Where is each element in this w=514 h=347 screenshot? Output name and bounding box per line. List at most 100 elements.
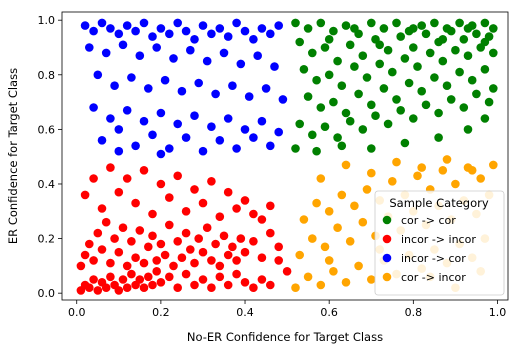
scatter-point xyxy=(383,45,393,55)
scatter-point xyxy=(362,73,372,82)
scatter-point xyxy=(215,24,225,33)
scatter-point xyxy=(463,125,473,134)
scatter-point xyxy=(169,54,178,63)
scatter-point xyxy=(194,78,203,88)
scatter-point xyxy=(186,45,195,55)
scatter-point xyxy=(274,242,284,252)
scatter-point xyxy=(270,62,279,71)
scatter-point xyxy=(291,144,300,153)
scatter-point xyxy=(232,144,241,153)
scatter-point xyxy=(367,168,376,178)
scatter-point xyxy=(274,127,284,137)
scatter-point xyxy=(320,43,330,52)
scatter-point xyxy=(186,245,195,254)
scatter-point xyxy=(282,267,292,276)
legend-label: cor -> incor xyxy=(401,271,466,284)
scatter-point xyxy=(139,258,149,268)
scatter-point xyxy=(345,116,355,126)
legend-marker xyxy=(382,253,392,263)
scatter-point xyxy=(291,283,300,293)
scatter-point xyxy=(181,228,191,238)
scatter-point xyxy=(383,119,393,129)
scatter-point xyxy=(139,18,149,28)
scatter-point xyxy=(93,286,103,295)
scatter-point xyxy=(148,209,157,219)
scatter-point xyxy=(333,56,342,66)
scatter-point xyxy=(236,59,246,69)
scatter-point xyxy=(455,67,464,77)
legend-label: incor -> incor xyxy=(401,233,476,246)
scatter-point xyxy=(409,43,418,52)
scatter-point xyxy=(240,278,250,287)
scatter-point xyxy=(337,81,347,90)
scatter-point xyxy=(278,95,288,104)
scatter-point xyxy=(350,201,359,211)
scatter-point xyxy=(257,253,267,262)
scatter-point xyxy=(122,106,132,115)
scatter-point xyxy=(266,141,275,151)
scatter-point xyxy=(148,32,157,41)
scatter-point xyxy=(345,40,355,50)
scatter-point xyxy=(127,269,136,279)
scatter-point xyxy=(93,228,103,238)
scatter-point xyxy=(367,144,376,153)
scatter-point xyxy=(89,103,98,112)
scatter-point xyxy=(489,84,498,93)
scatter-point xyxy=(152,256,161,265)
scatter-point xyxy=(409,24,418,33)
scatter-point xyxy=(122,21,132,30)
scatter-point xyxy=(249,133,258,142)
scatter-point xyxy=(118,223,128,232)
scatter-point xyxy=(228,242,237,252)
scatter-point xyxy=(442,81,452,90)
scatter-point xyxy=(299,215,309,224)
scatter-point xyxy=(127,237,136,246)
scatter-point xyxy=(480,37,490,47)
scatter-point xyxy=(139,283,149,293)
scatter-point xyxy=(329,97,338,107)
scatter-point xyxy=(228,81,237,90)
scatter-point xyxy=(110,81,119,90)
scatter-point xyxy=(303,272,313,282)
scatter-point xyxy=(480,18,490,28)
scatter-point xyxy=(93,70,103,80)
scatter-point xyxy=(156,179,166,189)
scatter-point xyxy=(476,174,486,183)
legend-label: cor -> cor xyxy=(401,214,456,227)
scatter-point xyxy=(223,32,233,41)
scatter-point xyxy=(232,256,241,265)
y-tick-label: 0.6 xyxy=(38,123,56,136)
scatter-point xyxy=(139,166,149,175)
scatter-point xyxy=(333,223,342,232)
scatter-point xyxy=(320,122,330,131)
scatter-point xyxy=(148,280,157,290)
scatter-point xyxy=(367,100,376,110)
scatter-point xyxy=(144,84,153,93)
scatter-point xyxy=(291,18,300,28)
scatter-point xyxy=(165,220,174,230)
scatter-point xyxy=(345,237,355,246)
scatter-point xyxy=(106,272,115,282)
scatter-point xyxy=(316,103,326,112)
scatter-point xyxy=(312,198,321,208)
scatter-point xyxy=(101,283,111,293)
y-axis-label: ER Confidence for Target Class xyxy=(6,68,20,244)
scatter-point xyxy=(362,185,372,194)
scatter-point xyxy=(165,272,174,282)
scatter-point xyxy=(396,32,406,41)
scatter-point xyxy=(181,133,191,142)
scatter-point xyxy=(358,125,368,134)
scatter-point xyxy=(131,26,140,36)
scatter-point xyxy=(324,70,334,80)
scatter-point xyxy=(303,92,313,101)
scatter-point xyxy=(223,250,233,260)
scatter-point xyxy=(232,204,241,213)
scatter-point xyxy=(367,18,376,28)
scatter-point xyxy=(316,280,326,290)
scatter-point xyxy=(425,48,435,58)
scatter-point xyxy=(165,144,174,153)
scatter-point xyxy=(80,190,90,200)
scatter-point xyxy=(122,283,132,293)
scatter-point xyxy=(215,272,225,282)
scatter-point xyxy=(434,108,443,118)
